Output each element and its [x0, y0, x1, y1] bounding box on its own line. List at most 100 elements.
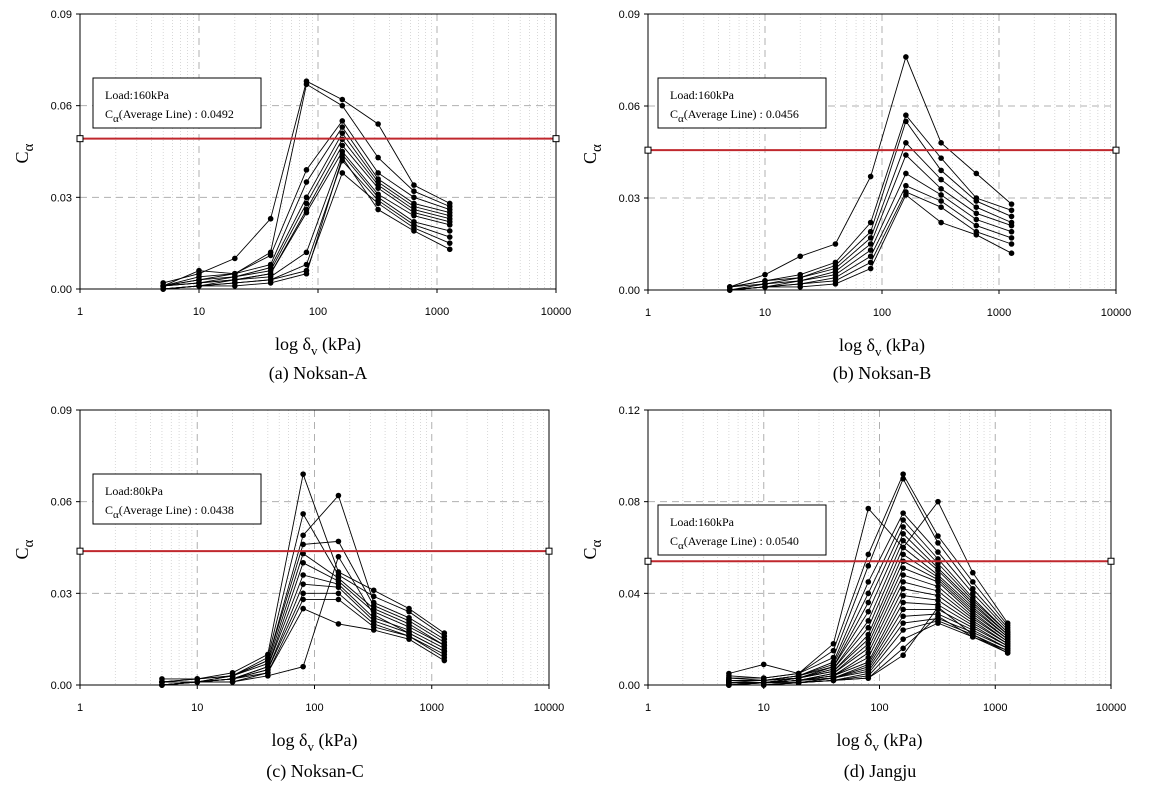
data-point — [375, 200, 381, 207]
x-axis-label-sub: v — [872, 739, 879, 754]
data-point — [903, 140, 909, 146]
data-point — [865, 624, 872, 631]
data-point — [900, 636, 906, 642]
average-line-marker — [552, 135, 560, 143]
data-point — [1008, 213, 1015, 220]
y-tick-label: 0.09 — [51, 405, 72, 417]
data-point — [267, 215, 274, 222]
data-point — [935, 592, 941, 599]
y-tick-label: 0.03 — [51, 192, 72, 204]
data-point — [970, 579, 976, 585]
data-point — [938, 204, 944, 210]
data-point — [339, 142, 346, 149]
x-tick-label: 1000 — [420, 702, 444, 714]
data-point — [832, 241, 839, 247]
y-axis-label: Cα — [580, 539, 605, 559]
average-line-marker — [644, 146, 652, 154]
data-point — [903, 118, 909, 125]
y-axis-label-sub: α — [21, 143, 37, 151]
data-point — [446, 222, 453, 228]
data-point — [370, 587, 377, 594]
data-point — [865, 608, 872, 615]
data-point — [446, 246, 453, 253]
data-point — [900, 645, 906, 652]
data-point — [446, 228, 453, 234]
legend-box — [92, 77, 262, 129]
data-point — [900, 537, 906, 544]
data-point — [867, 265, 874, 272]
data-point — [935, 540, 941, 546]
x-axis-label-main: log δ — [839, 335, 875, 355]
x-tick-label: 100 — [309, 306, 327, 318]
data-point — [300, 663, 306, 670]
data-point — [903, 170, 909, 177]
data-point — [973, 216, 980, 223]
data-point — [339, 154, 346, 161]
x-axis-label-unit: (kPa) — [879, 730, 923, 751]
data-point — [159, 682, 165, 688]
data-point — [865, 563, 872, 569]
data-point — [1008, 222, 1015, 229]
x-tick-label: 1 — [645, 307, 651, 319]
data-point — [196, 267, 202, 274]
data-point — [938, 192, 944, 198]
data-point — [903, 182, 909, 189]
y-axis-label-main: C — [580, 547, 600, 559]
data-point — [446, 240, 453, 246]
data-point — [339, 124, 346, 130]
data-point — [335, 596, 342, 603]
data-point — [339, 170, 346, 176]
x-tick-label: 10 — [759, 307, 771, 319]
data-point — [411, 194, 417, 201]
data-point — [441, 648, 448, 655]
y-axis-label-main: C — [580, 152, 600, 164]
data-point — [900, 524, 906, 530]
legend-box — [657, 504, 827, 556]
data-point — [303, 194, 310, 201]
data-point — [300, 590, 306, 597]
data-point — [830, 677, 837, 684]
data-point — [973, 204, 980, 210]
data-point — [160, 286, 166, 292]
data-point — [339, 102, 346, 109]
data-point — [903, 152, 909, 158]
data-point — [900, 613, 906, 620]
data-point — [446, 234, 453, 240]
panel-caption: (a) Noksan-A — [269, 363, 367, 384]
average-line-marker — [1112, 146, 1120, 154]
legend-avg-text: (Average Line) : 0.0456 — [684, 107, 799, 121]
data-point — [375, 154, 381, 161]
data-point — [229, 679, 236, 685]
y-tick-label: 0.09 — [51, 9, 72, 21]
data-point — [830, 647, 837, 654]
data-point — [867, 219, 874, 226]
data-point — [335, 553, 342, 560]
y-tick-label: 0.09 — [619, 9, 640, 21]
y-axis-label-sub: α — [589, 539, 605, 547]
data-point — [335, 621, 342, 627]
data-point — [300, 572, 306, 578]
average-line-marker — [1107, 557, 1115, 565]
data-point — [900, 517, 906, 523]
legend-load: Load:160kPa — [105, 88, 170, 102]
y-tick-label: 0.06 — [51, 497, 72, 509]
data-point — [865, 675, 872, 681]
data-point — [903, 54, 909, 60]
chart-panel-2: 0.00 0.03 0.06 0.09 1 10 100 1000 10000 Cα log δv … — [580, 9, 1131, 384]
x-tick-label: 10 — [758, 702, 770, 714]
data-point — [935, 588, 941, 594]
data-point — [375, 206, 381, 213]
legend-average: Cα(Average Line) : 0.0438 — [105, 503, 234, 521]
data-point — [970, 585, 976, 592]
data-point — [935, 583, 941, 590]
average-line-marker — [644, 557, 652, 565]
x-axis-label-main: log δ — [272, 730, 308, 750]
y-tick-label: 0.04 — [619, 588, 640, 600]
data-point — [303, 209, 310, 216]
data-point — [867, 247, 874, 253]
x-tick-label: 10000 — [541, 306, 572, 318]
data-point — [903, 192, 909, 198]
data-point — [232, 255, 238, 262]
data-point — [300, 532, 306, 539]
y-axis-label-sub: α — [589, 144, 605, 152]
